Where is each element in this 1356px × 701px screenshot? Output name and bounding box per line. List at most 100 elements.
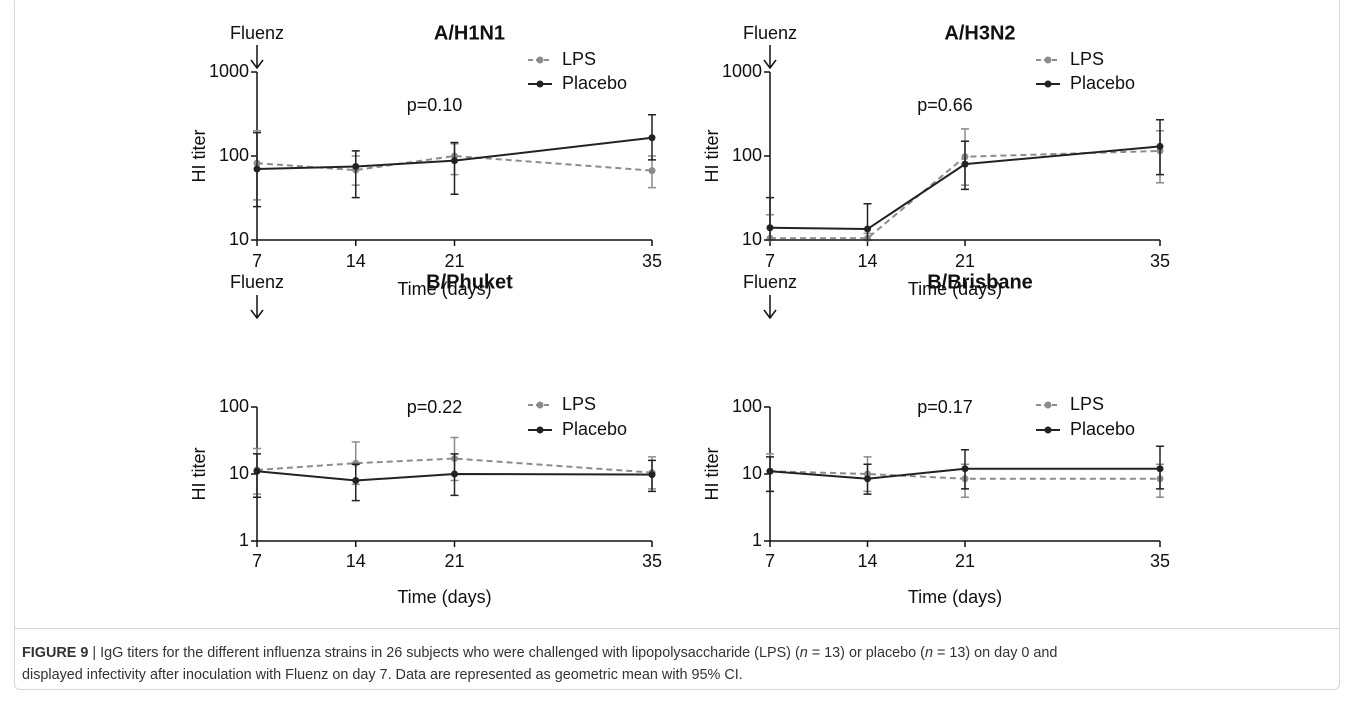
panel-title: A/H1N1 [434,22,505,44]
annotation: Fluenz [743,23,797,43]
legend-marker [1044,426,1052,434]
y-tick-label: 1000 [209,61,249,81]
legend-label: Placebo [1070,73,1135,93]
legend-marker [1044,401,1052,409]
data-point [864,475,871,483]
error-bar [450,141,459,196]
data-point [1156,465,1164,473]
y-tick-label: 10 [229,463,249,483]
y-tick-label: 10 [229,229,249,249]
x-tick-label: 7 [252,551,262,571]
x-tick-label: 7 [765,251,775,271]
legend-marker [536,426,544,434]
annotation-arrowhead [250,59,264,70]
legend-marker [1044,56,1052,64]
y-tick-label: 100 [732,396,762,416]
legend-marker [536,80,544,88]
data-point [352,162,360,170]
y-axis-label: HI titer [702,447,722,500]
x-tick-label: 35 [1150,551,1170,571]
figure-frame [14,0,1340,690]
error-bar [351,150,360,199]
legend-label: LPS [1070,49,1104,69]
x-tick-label: 21 [444,251,464,271]
series-line [256,470,653,482]
panel-title: A/H3N2 [944,22,1015,44]
y-axis-label: HI titer [189,447,209,500]
y-tick-label: 100 [219,396,249,416]
series-line [769,145,1161,231]
x-tick-label: 14 [857,551,877,571]
separator [14,628,1340,629]
legend-marker [536,56,544,64]
annotation: Fluenz [230,272,284,292]
data-point [864,225,871,233]
x-tick-label: 21 [955,551,975,571]
p-value: p=0.17 [917,397,973,417]
x-axis-label: Time (days) [908,279,1002,299]
error-bar [766,196,774,241]
annotation: Fluenz [230,23,284,43]
x-tick-label: 35 [642,251,662,271]
caption: FIGURE 9 | IgG titers for the different … [22,642,1107,686]
y-axis-label: HI titer [702,129,722,182]
annotation-arrowhead [250,309,264,320]
caption-label: FIGURE 9 [22,645,89,661]
legend-label: Placebo [562,419,627,439]
data-point [961,465,969,473]
data-point [648,167,656,175]
x-tick-label: 14 [857,251,877,271]
annotation-arrowhead [763,59,777,70]
p-value: p=0.22 [407,397,463,417]
y-axis-label: HI titer [189,129,209,182]
legend-label: LPS [562,49,596,69]
data-point [648,471,656,479]
y-tick-label: 100 [732,145,762,165]
y-tick-label: 1000 [722,61,762,81]
y-tick-label: 1 [752,530,762,550]
x-tick-label: 14 [346,551,366,571]
legend-label: Placebo [562,73,627,93]
data-point [648,134,656,142]
x-tick-label: 35 [642,551,662,571]
x-axis-label: Time (days) [397,587,491,607]
data-point [451,157,458,165]
error-bar [253,453,261,498]
x-axis-label: Time (days) [908,587,1002,607]
panel-title: B/Phuket [426,271,513,293]
error-bar [863,203,872,241]
series-line [769,467,1160,480]
p-value: p=0.66 [917,95,973,115]
x-tick-label: 7 [252,251,262,271]
x-axis-label: Time (days) [397,279,491,299]
legend-marker [1044,80,1052,88]
series-line [769,470,1160,480]
x-tick-label: 21 [444,551,464,571]
data-point [253,165,261,173]
data-point [352,476,360,484]
data-point [253,467,261,475]
data-point [766,224,774,232]
series-line [256,136,653,171]
legend-label: Placebo [1070,419,1135,439]
caption-text: n [799,645,808,661]
x-tick-label: 35 [1150,251,1170,271]
caption-text: | IgG titers for the different influenza… [88,645,800,661]
legend-label: LPS [562,394,596,414]
caption-text: n [924,645,933,661]
legend-label: LPS [1070,394,1104,414]
caption-text: = 13) on day 0 and displayed infectivity… [22,645,1058,683]
panel-title: B/Brisbane [927,271,1033,293]
annotation-arrowhead [763,309,777,320]
y-tick-label: 100 [219,145,249,165]
chart: A/H1N1 Fluenz p=0.10 Time (days) HI titer 7 14… [189,22,1170,607]
x-tick-label: 14 [346,251,366,271]
y-tick-label: 10 [742,463,762,483]
data-point [1156,142,1164,150]
x-tick-label: 21 [955,251,975,271]
data-point [451,470,458,478]
caption-text: = 13) or placebo ( [807,645,925,661]
data-point [766,467,774,475]
y-tick-label: 10 [742,229,762,249]
